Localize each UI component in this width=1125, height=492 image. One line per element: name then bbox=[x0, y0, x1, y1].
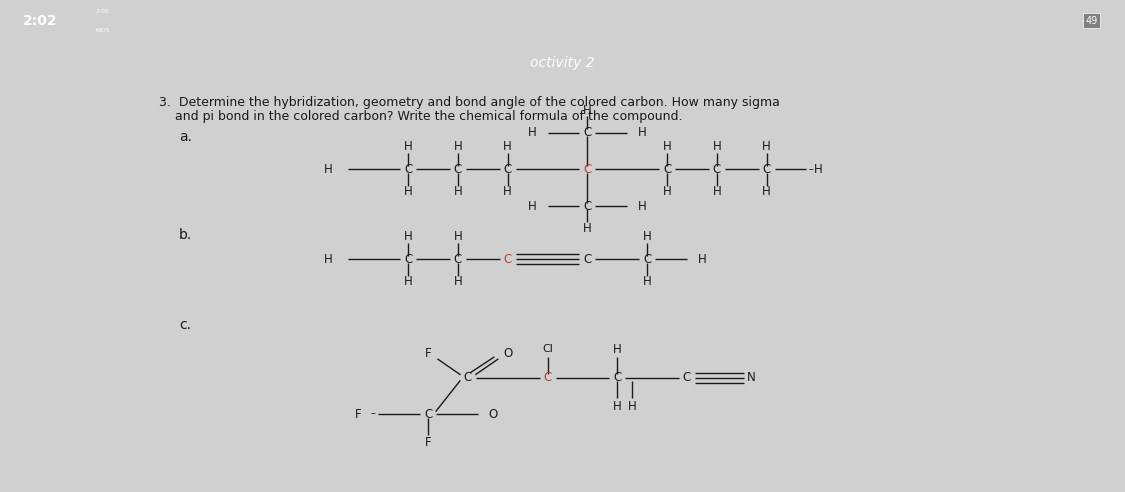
Text: H: H bbox=[663, 140, 672, 154]
Text: H: H bbox=[663, 185, 672, 198]
Text: –: – bbox=[354, 164, 359, 174]
Text: H: H bbox=[712, 185, 721, 198]
Text: H: H bbox=[763, 140, 771, 154]
Text: H: H bbox=[642, 275, 651, 288]
Text: F: F bbox=[425, 347, 431, 360]
Text: C: C bbox=[712, 163, 721, 176]
Text: c.: c. bbox=[179, 317, 191, 332]
Text: C: C bbox=[424, 408, 432, 421]
Text: C: C bbox=[504, 163, 512, 176]
Text: H: H bbox=[712, 140, 721, 154]
Text: H: H bbox=[638, 126, 647, 139]
Text: C: C bbox=[763, 163, 771, 176]
Text: H: H bbox=[404, 230, 413, 243]
Text: –: – bbox=[371, 408, 376, 418]
Text: C: C bbox=[404, 163, 412, 176]
Text: H: H bbox=[583, 104, 592, 117]
Text: C: C bbox=[464, 371, 472, 384]
Text: C: C bbox=[663, 163, 672, 176]
Text: H: H bbox=[404, 185, 413, 198]
Text: H: H bbox=[324, 163, 333, 176]
Text: C: C bbox=[583, 200, 592, 213]
Text: H: H bbox=[763, 185, 771, 198]
Text: a.: a. bbox=[179, 130, 192, 144]
Text: H: H bbox=[583, 222, 592, 235]
Text: H: H bbox=[814, 163, 822, 176]
Text: H: H bbox=[529, 200, 537, 213]
Text: and pi bond in the colored carbon? Write the chemical formula of the compound.: and pi bond in the colored carbon? Write… bbox=[160, 110, 683, 123]
Text: 2:02: 2:02 bbox=[22, 14, 57, 28]
Text: octivity 2: octivity 2 bbox=[530, 56, 595, 70]
Text: C: C bbox=[613, 371, 621, 384]
Text: N: N bbox=[747, 371, 756, 384]
Text: –: – bbox=[354, 254, 359, 264]
Text: H: H bbox=[613, 342, 622, 356]
Text: H: H bbox=[404, 140, 413, 154]
Text: H: H bbox=[638, 200, 647, 213]
Text: C: C bbox=[504, 253, 512, 266]
Text: C: C bbox=[644, 253, 651, 266]
Text: C: C bbox=[404, 253, 412, 266]
Text: H: H bbox=[453, 140, 462, 154]
Text: H: H bbox=[503, 140, 512, 154]
Text: H: H bbox=[613, 400, 622, 413]
Text: H: H bbox=[698, 253, 706, 266]
Text: H: H bbox=[628, 400, 637, 413]
Text: C: C bbox=[583, 253, 592, 266]
Text: C: C bbox=[583, 163, 592, 176]
Text: C: C bbox=[543, 371, 551, 384]
Text: H: H bbox=[642, 230, 651, 243]
Text: 2.00: 2.00 bbox=[96, 9, 109, 14]
Text: C: C bbox=[583, 126, 592, 139]
Text: Cl: Cl bbox=[542, 344, 554, 354]
Text: C: C bbox=[683, 371, 691, 384]
Text: b.: b. bbox=[179, 228, 192, 242]
Text: H: H bbox=[529, 126, 537, 139]
Text: H: H bbox=[453, 185, 462, 198]
Text: H: H bbox=[453, 275, 462, 288]
Text: 3.  Determine the hybridization, geometry and bond angle of the colored carbon. : 3. Determine the hybridization, geometry… bbox=[160, 96, 780, 109]
Text: F: F bbox=[356, 408, 361, 421]
Text: H: H bbox=[453, 230, 462, 243]
Text: O: O bbox=[488, 408, 497, 421]
Text: H: H bbox=[503, 185, 512, 198]
Text: KB/S: KB/S bbox=[96, 28, 110, 32]
Text: O: O bbox=[503, 347, 512, 360]
Text: F: F bbox=[425, 436, 431, 450]
Text: –: – bbox=[809, 164, 813, 174]
Text: C: C bbox=[453, 163, 462, 176]
Text: H: H bbox=[324, 253, 333, 266]
Text: 49: 49 bbox=[1086, 16, 1097, 26]
Text: C: C bbox=[453, 253, 462, 266]
Text: H: H bbox=[404, 275, 413, 288]
